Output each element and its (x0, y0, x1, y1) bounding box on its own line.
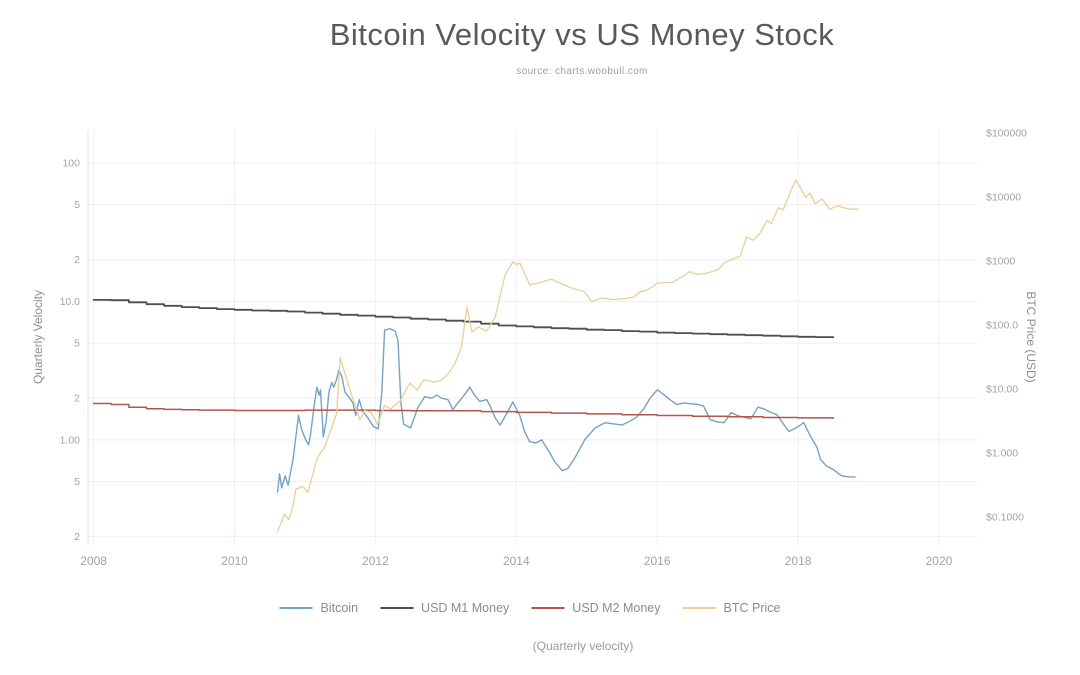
right-tick-label: $0.1000 (986, 511, 1024, 523)
legend-item-usd-m2[interactable]: USD M2 Money (531, 601, 661, 615)
legend: Bitcoin USD M1 Money USD M2 Money BTC Price (279, 601, 781, 615)
legend-label-usd-m2: USD M2 Money (572, 601, 661, 615)
legend-item-btc-price[interactable]: BTC Price (682, 601, 781, 615)
right-axis-title: BTC Price (USD) (1024, 291, 1038, 383)
left-tick-label: 100 (62, 157, 80, 169)
chart-caption: (Quarterly velocity) (532, 639, 634, 653)
legend-label-usd-m1: USD M1 Money (421, 601, 510, 615)
legend-swatch-btc-price (682, 607, 716, 609)
legend-swatch-usd-m1 (380, 607, 414, 609)
series-line-bitcoin (276, 328, 856, 493)
right-tick-label: $1.000 (986, 447, 1018, 459)
right-tick-label: $10.00 (986, 383, 1018, 395)
chart-title: Bitcoin Velocity vs US Money Stock (329, 17, 835, 52)
legend-swatch-usd-m2 (531, 607, 565, 609)
x-tick-label: 2008 (80, 554, 107, 568)
right-tick-label: $10000 (986, 191, 1021, 203)
left-tick-label: 2 (74, 531, 80, 543)
legend-label-bitcoin: Bitcoin (320, 601, 359, 615)
legend-item-usd-m1[interactable]: USD M1 Money (380, 601, 509, 615)
x-tick-label: 2014 (503, 554, 530, 568)
left-tick-label: 5 (74, 199, 80, 211)
left-tick-label: 5 (74, 476, 80, 488)
left-axis-title: Quarterly Velocity (31, 289, 45, 385)
legend-item-bitcoin[interactable]: Bitcoin (279, 601, 359, 615)
right-tick-label: $100000 (986, 127, 1027, 139)
x-tick-label: 2016 (644, 554, 671, 568)
series-line-btc-price (276, 179, 859, 532)
x-tick-label: 2010 (221, 554, 248, 568)
series-line-usd-m2 (92, 402, 835, 420)
legend-swatch-bitcoin (279, 607, 313, 609)
left-tick-label: 10.0 (60, 296, 81, 308)
right-tick-label: $100.0 (986, 319, 1018, 331)
x-tick-label: 2012 (362, 554, 389, 568)
series-line-usd-m1 (92, 299, 835, 339)
left-tick-label: 1.00 (60, 434, 81, 446)
chart-source: source: charts.woobull.com (516, 66, 648, 77)
x-tick-label: 2020 (926, 554, 953, 568)
left-tick-label: 5 (74, 338, 80, 350)
legend-label-btc-price: BTC Price (723, 601, 781, 615)
left-tick-label: 2 (74, 393, 80, 405)
right-tick-label: $1000 (986, 255, 1015, 267)
left-tick-label: 2 (74, 254, 80, 266)
x-tick-label: 2018 (785, 554, 812, 568)
